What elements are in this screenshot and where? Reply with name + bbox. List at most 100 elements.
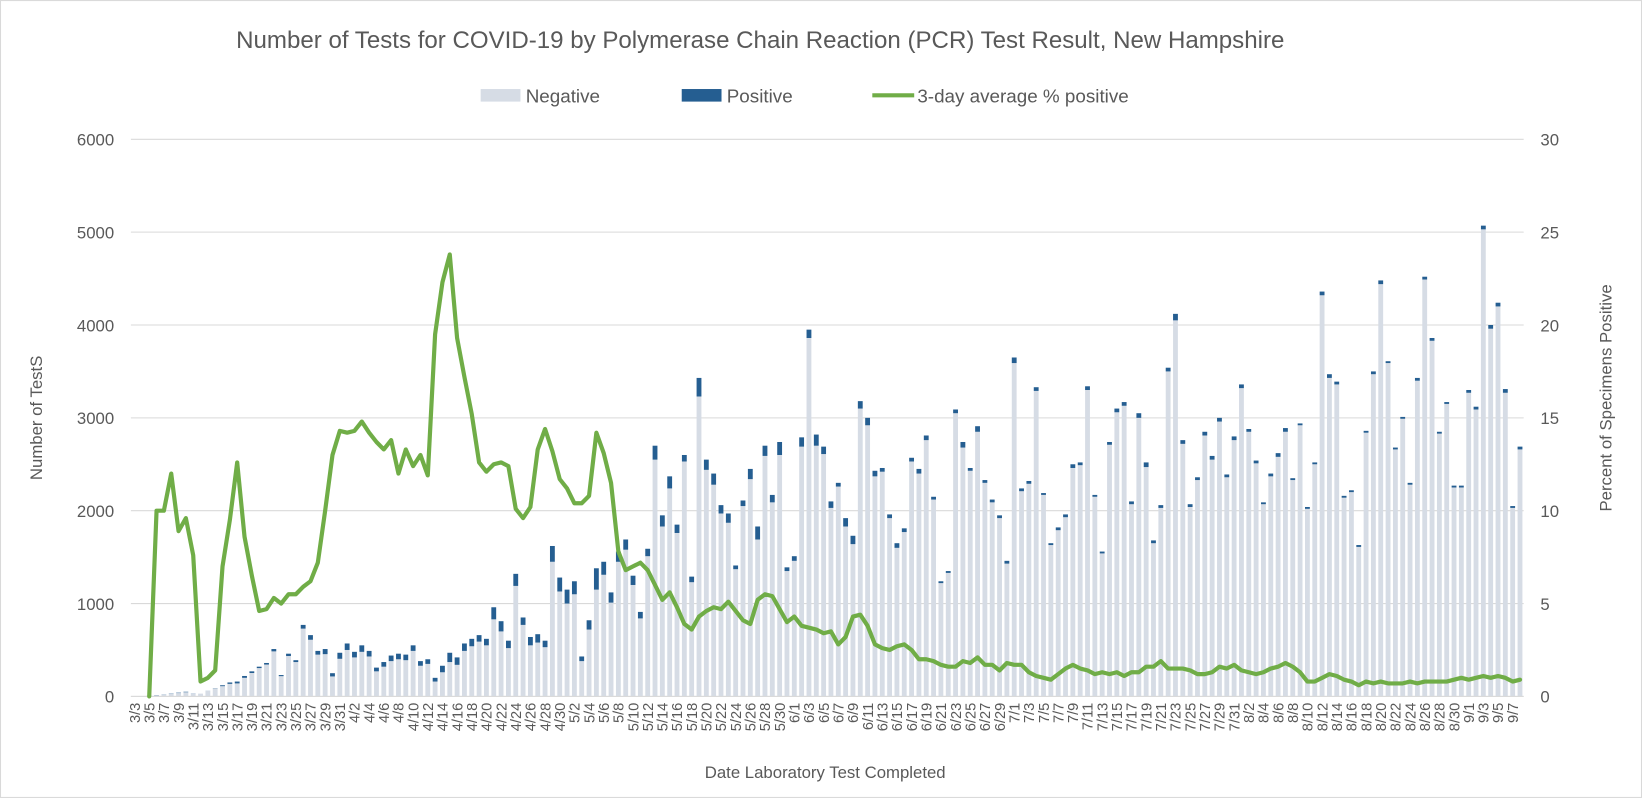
- bar-segment: [1510, 507, 1516, 697]
- bar-segment: [887, 514, 893, 519]
- bar-segment: [601, 561, 607, 575]
- bar-segment: [396, 659, 401, 697]
- bar-segment: [1422, 276, 1428, 280]
- bar-segment: [1356, 546, 1362, 697]
- x-tick-label: 6/9: [846, 703, 862, 723]
- x-tick-label: 3/15: [216, 703, 232, 732]
- bar-segment: [989, 499, 995, 503]
- bar-segment: [1502, 389, 1508, 393]
- bar-segment: [330, 676, 335, 697]
- bar-segment: [1070, 467, 1076, 697]
- x-tick-label: 3/23: [274, 703, 290, 732]
- bar-segment: [821, 446, 827, 455]
- bar-segment: [843, 526, 849, 697]
- bar-segment: [593, 589, 599, 697]
- bar-segment: [212, 688, 218, 697]
- bar-segment: [916, 473, 922, 697]
- bar-segment: [1348, 492, 1354, 697]
- bar-segment: [623, 539, 629, 550]
- bar-segment: [711, 484, 717, 697]
- y2-tick-label: 0: [1540, 688, 1549, 707]
- bar-segment: [938, 583, 944, 697]
- bar-segment: [835, 486, 841, 697]
- bar-segment: [388, 655, 394, 662]
- bar-segment: [813, 445, 819, 697]
- bar-segment: [1048, 543, 1054, 546]
- bar-segment: [755, 526, 761, 540]
- x-tick-label: 5/26: [744, 703, 760, 732]
- x-tick-label: 7/17: [1125, 703, 1141, 732]
- x-tick-label: 3/9: [172, 703, 188, 723]
- bar-segment: [1107, 444, 1112, 697]
- bar-segment: [491, 619, 497, 697]
- bar-segment: [535, 634, 541, 643]
- bar-segment: [1004, 563, 1010, 697]
- bar-segment: [549, 545, 555, 562]
- bar-segment: [322, 654, 328, 697]
- x-tick-label: 4/20: [480, 703, 496, 732]
- x-tick-label: 3/17: [230, 703, 246, 732]
- bar-segment: [601, 574, 607, 697]
- x-tick-label: 8/28: [1433, 703, 1449, 732]
- bar-segment: [1326, 377, 1332, 697]
- x-tick-label: 7/13: [1095, 703, 1111, 732]
- bar-segment: [1209, 455, 1215, 460]
- bar-segment: [1444, 403, 1450, 697]
- bar-segment: [1502, 392, 1508, 697]
- bar-segment: [850, 535, 856, 545]
- x-tick-label: 7/29: [1213, 703, 1229, 732]
- bar-segment: [388, 661, 394, 697]
- bar-segment: [1143, 462, 1149, 468]
- bar-segment: [1268, 476, 1274, 697]
- bar-segment: [843, 518, 849, 527]
- bar-segment: [366, 650, 372, 657]
- bar-segment: [242, 677, 247, 697]
- x-tick-label: 3/11: [186, 703, 202, 730]
- bar-segment: [1400, 418, 1406, 697]
- legend-swatch: [681, 89, 722, 102]
- bar-segment: [271, 649, 277, 652]
- bar-segment: [403, 660, 409, 697]
- x-tick-label: 7/19: [1139, 703, 1155, 732]
- bar-segment: [703, 459, 709, 470]
- bar-segment: [1136, 413, 1142, 418]
- bar-segment: [784, 567, 790, 572]
- bar-segment: [410, 650, 416, 697]
- bar-segment: [1004, 560, 1010, 564]
- bar-segment: [916, 468, 922, 474]
- x-tick-label: 9/1: [1462, 703, 1478, 723]
- bar-segment: [1121, 405, 1127, 697]
- x-tick-label: 5/24: [729, 703, 745, 732]
- bar-segment: [1283, 431, 1288, 697]
- x-tick-label: 7/31: [1227, 703, 1243, 732]
- x-tick-label: 4/8: [392, 703, 408, 723]
- bar-segment: [1444, 402, 1450, 404]
- x-tick-label: 3/21: [260, 703, 276, 732]
- bar-segment: [1217, 421, 1222, 697]
- bar-segment: [1173, 320, 1178, 697]
- bar-segment: [1077, 462, 1083, 466]
- bar-segment: [989, 502, 995, 697]
- bar-segment: [1319, 295, 1325, 697]
- bar-segment: [747, 479, 753, 697]
- bar-segment: [535, 642, 541, 697]
- x-tick-label: 7/7: [1051, 703, 1067, 723]
- bar-segment: [1239, 384, 1244, 389]
- bar-segment: [740, 500, 746, 507]
- bar-segment: [1173, 313, 1178, 321]
- x-tick-label: 5/16: [670, 703, 686, 732]
- x-tick-label: 7/27: [1198, 703, 1214, 732]
- bar-segment: [652, 445, 658, 460]
- bar-segment: [1517, 446, 1523, 450]
- bar-segment: [1510, 506, 1516, 508]
- bar-segment: [374, 667, 379, 672]
- bar-segment: [652, 459, 658, 697]
- bar-segment: [953, 413, 958, 697]
- bar-segment: [623, 549, 629, 697]
- x-tick-label: 5/18: [685, 703, 701, 732]
- legend-swatch: [480, 89, 521, 102]
- x-tick-label: 8/4: [1257, 703, 1273, 723]
- x-tick-label: 7/5: [1037, 703, 1053, 723]
- x-tick-label: 7/1: [1007, 703, 1023, 723]
